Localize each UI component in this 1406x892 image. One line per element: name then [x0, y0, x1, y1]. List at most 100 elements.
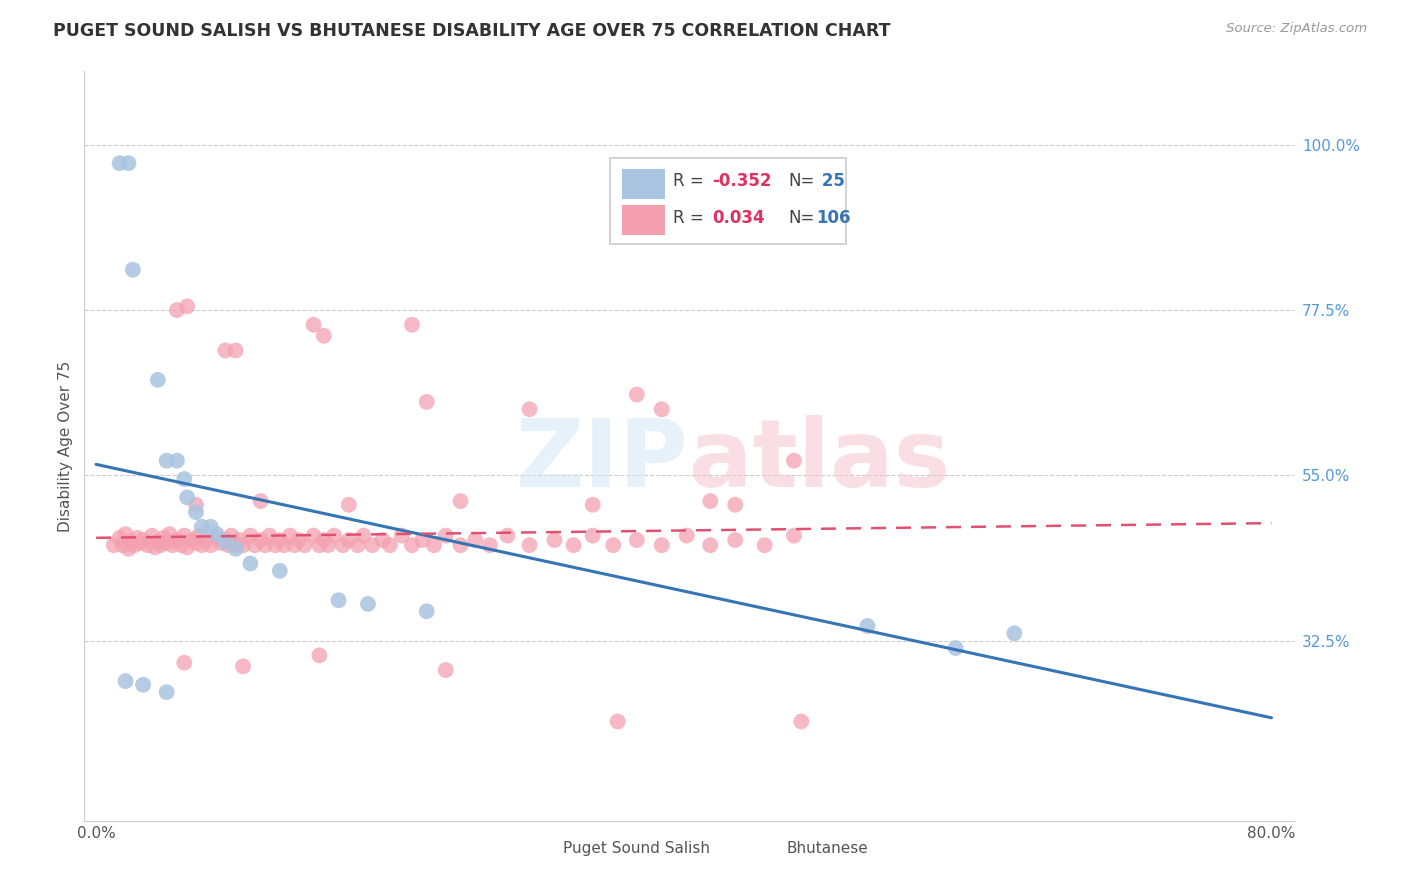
Point [184, 536, 207, 550]
Text: PUGET SOUND SALISH VS BHUTANESE DISABILITY AGE OVER 75 CORRELATION CHART: PUGET SOUND SALISH VS BHUTANESE DISABILI… [53, 22, 891, 40]
Point [269, 564, 291, 578]
Point [288, 533, 311, 547]
Point [200, 538, 222, 552]
Text: Bhutanese: Bhutanese [787, 841, 869, 855]
Point [651, 402, 673, 417]
Point [239, 528, 262, 542]
Point [328, 593, 350, 607]
Point [184, 505, 207, 519]
Point [243, 538, 266, 552]
Point [108, 531, 131, 545]
Point [173, 656, 195, 670]
Point [225, 541, 247, 556]
Point [783, 528, 806, 542]
Point [191, 538, 214, 552]
Point [415, 604, 437, 618]
Point [159, 527, 181, 541]
Point [361, 538, 384, 552]
Point [117, 156, 139, 170]
Point [391, 528, 413, 542]
Point [269, 533, 291, 547]
Bar [623, 205, 665, 235]
Point [166, 303, 188, 318]
Point [111, 538, 134, 552]
Point [308, 538, 330, 552]
Point [162, 538, 184, 552]
Point [184, 498, 207, 512]
Point [156, 453, 179, 467]
Point [156, 536, 179, 550]
Point [143, 541, 166, 555]
FancyBboxPatch shape [610, 158, 846, 244]
Point [232, 659, 254, 673]
Point [1002, 626, 1025, 640]
Text: R =: R = [673, 172, 709, 190]
Point [229, 533, 252, 547]
Point [273, 538, 295, 552]
Point [114, 527, 136, 541]
Point [519, 538, 541, 552]
Text: N=: N= [789, 210, 814, 227]
Text: Source: ZipAtlas.com: Source: ZipAtlas.com [1226, 22, 1367, 36]
Point [214, 534, 236, 549]
Text: N=: N= [789, 172, 814, 190]
Text: R =: R = [673, 210, 709, 227]
Point [217, 538, 239, 552]
Point [232, 538, 254, 552]
Point [166, 533, 188, 547]
Text: atlas: atlas [689, 415, 950, 507]
Point [450, 494, 472, 508]
Text: Puget Sound Salish: Puget Sound Salish [564, 841, 710, 855]
Point [543, 533, 565, 547]
Point [149, 538, 172, 552]
Point [209, 536, 232, 550]
Point [214, 343, 236, 358]
Bar [744, 840, 780, 856]
Point [308, 648, 330, 663]
Point [724, 498, 747, 512]
Point [434, 663, 457, 677]
Point [214, 533, 236, 547]
Point [132, 533, 155, 547]
Point [790, 714, 813, 729]
Point [357, 597, 380, 611]
Point [626, 387, 648, 401]
Point [180, 533, 202, 547]
Point [219, 528, 242, 542]
Point [124, 538, 146, 552]
Point [205, 531, 228, 545]
Point [249, 494, 271, 508]
Point [945, 640, 967, 655]
Point [699, 494, 721, 508]
Point [401, 538, 423, 552]
Point [464, 533, 486, 547]
Text: -0.352: -0.352 [711, 172, 772, 190]
Point [173, 472, 195, 486]
Text: ZIP: ZIP [516, 415, 689, 507]
Point [371, 533, 394, 547]
Point [602, 538, 624, 552]
Point [127, 531, 149, 545]
Point [264, 538, 287, 552]
Point [152, 531, 174, 545]
Point [108, 156, 131, 170]
Bar [520, 840, 555, 856]
Point [294, 538, 316, 552]
Point [129, 536, 152, 550]
Point [783, 453, 806, 467]
Point [353, 528, 375, 542]
Point [146, 373, 169, 387]
Point [582, 498, 605, 512]
Point [519, 402, 541, 417]
Point [170, 538, 193, 552]
Point [166, 453, 188, 467]
Bar [623, 169, 665, 199]
Point [132, 678, 155, 692]
Text: 25: 25 [815, 172, 845, 190]
Point [411, 533, 433, 547]
Point [103, 538, 125, 552]
Point [176, 300, 198, 314]
Point [254, 538, 277, 552]
Point [332, 538, 354, 552]
Point [176, 541, 198, 555]
